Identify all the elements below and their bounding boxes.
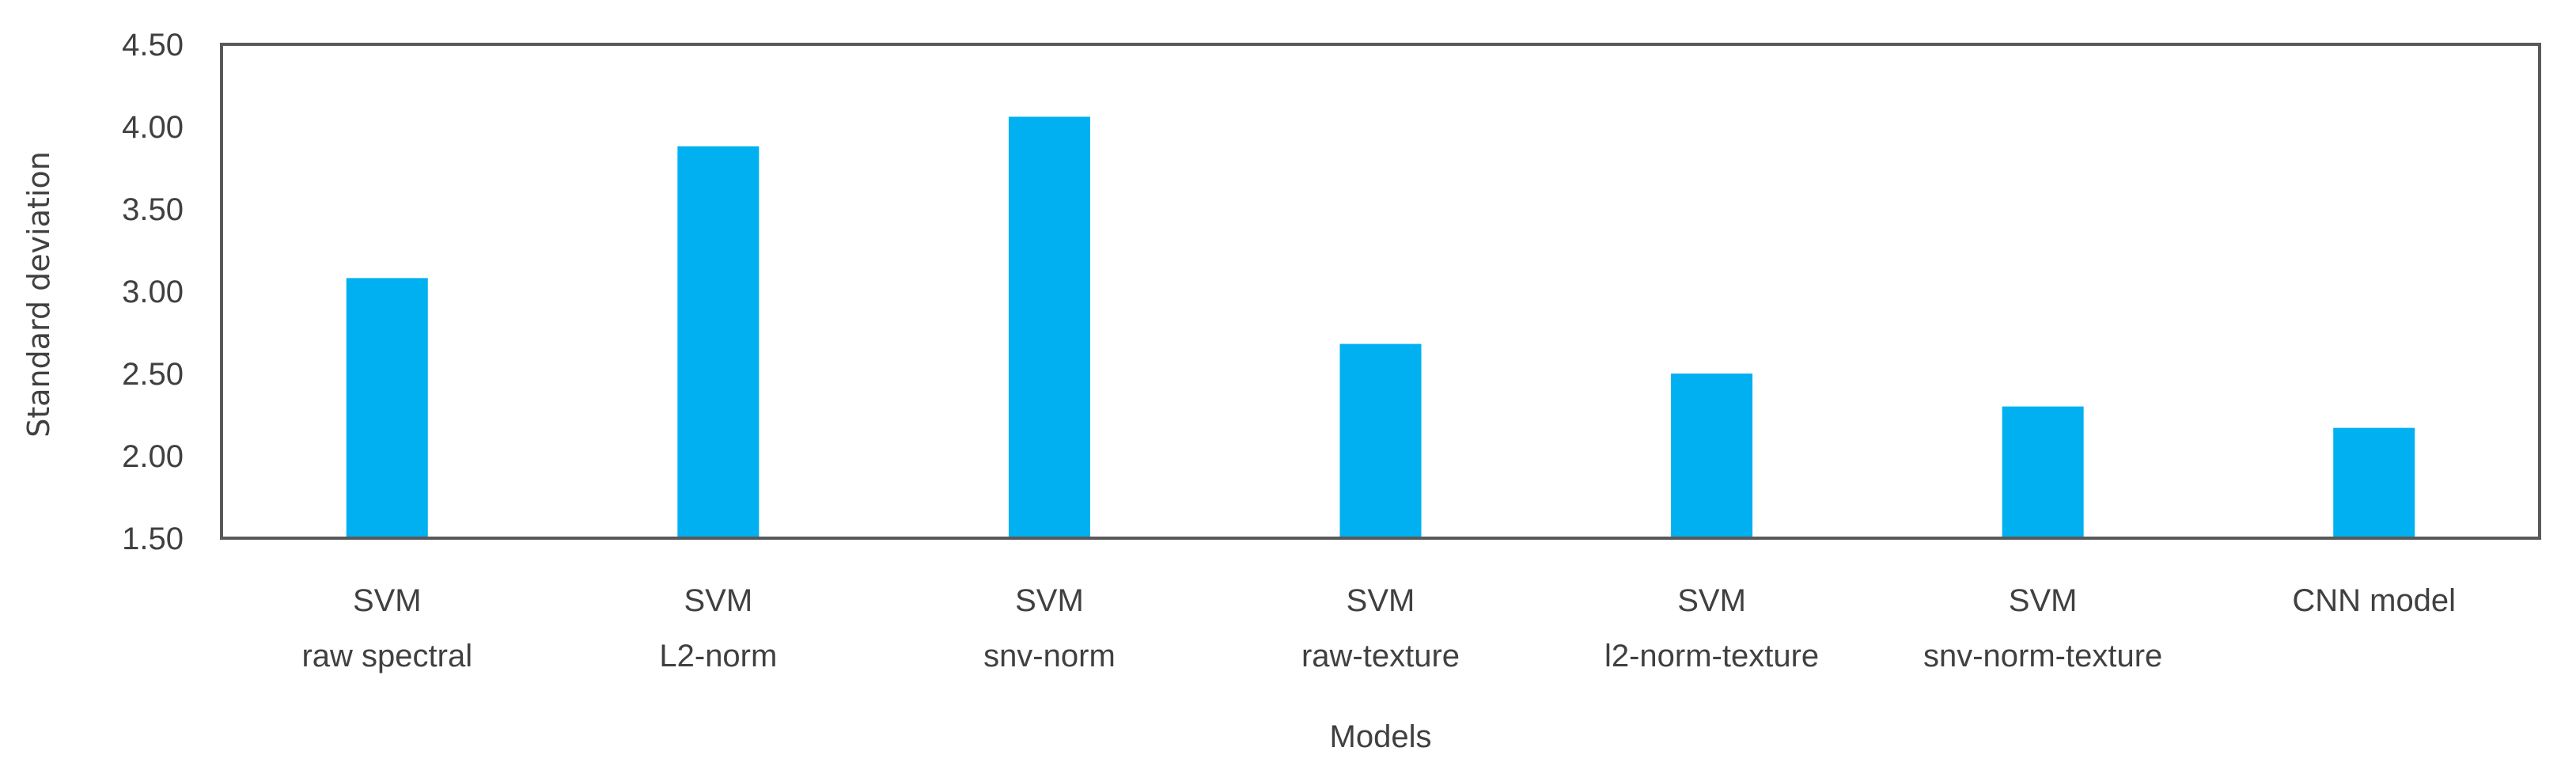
y-tick-label: 1.50: [122, 522, 184, 556]
x-axis-label: Models: [1330, 719, 1432, 754]
bar: [2333, 427, 2415, 538]
x-category-label: snv-norm: [983, 639, 1116, 673]
bar: [1339, 343, 1422, 538]
x-category-label: SVM: [1015, 583, 1084, 618]
bar: [677, 146, 760, 538]
y-tick-label: 3.50: [122, 192, 184, 227]
bar: [1008, 116, 1090, 538]
bars: [346, 116, 2415, 538]
y-tick-label: 3.00: [122, 275, 184, 309]
y-tick-label: 2.50: [122, 357, 184, 392]
y-tick-label: 4.00: [122, 110, 184, 145]
y-tick-label: 4.50: [122, 28, 184, 63]
x-category-label: SVM: [2009, 583, 2078, 618]
x-category-label: l2-norm-texture: [1604, 639, 1819, 673]
bar: [1671, 374, 1753, 538]
bar: [346, 278, 428, 538]
y-tick-label: 2.00: [122, 439, 184, 474]
x-category-label: CNN model: [2292, 583, 2456, 618]
x-category-label: raw-texture: [1301, 639, 1460, 673]
x-category-label: SVM: [1347, 583, 1415, 618]
plot-frame: [220, 43, 2541, 540]
x-category-label: L2-norm: [659, 639, 777, 673]
x-category-label: SVM: [1677, 583, 1746, 618]
x-category-label: snv-norm-texture: [1923, 639, 2162, 673]
y-axis-label: Standard deviation: [21, 151, 56, 438]
x-category-label: SVM: [684, 583, 753, 618]
x-category-label: raw spectral: [301, 639, 472, 673]
x-category-label: SVM: [353, 583, 422, 618]
bar: [2002, 406, 2084, 538]
x-category-labels: SVM raw spectral SVM L2-norm SVM snv-norm SVM r…: [301, 583, 2456, 673]
y-tick-labels: 1.50 2.00 2.50 3.00 3.50 4.00 4.50: [122, 28, 184, 556]
